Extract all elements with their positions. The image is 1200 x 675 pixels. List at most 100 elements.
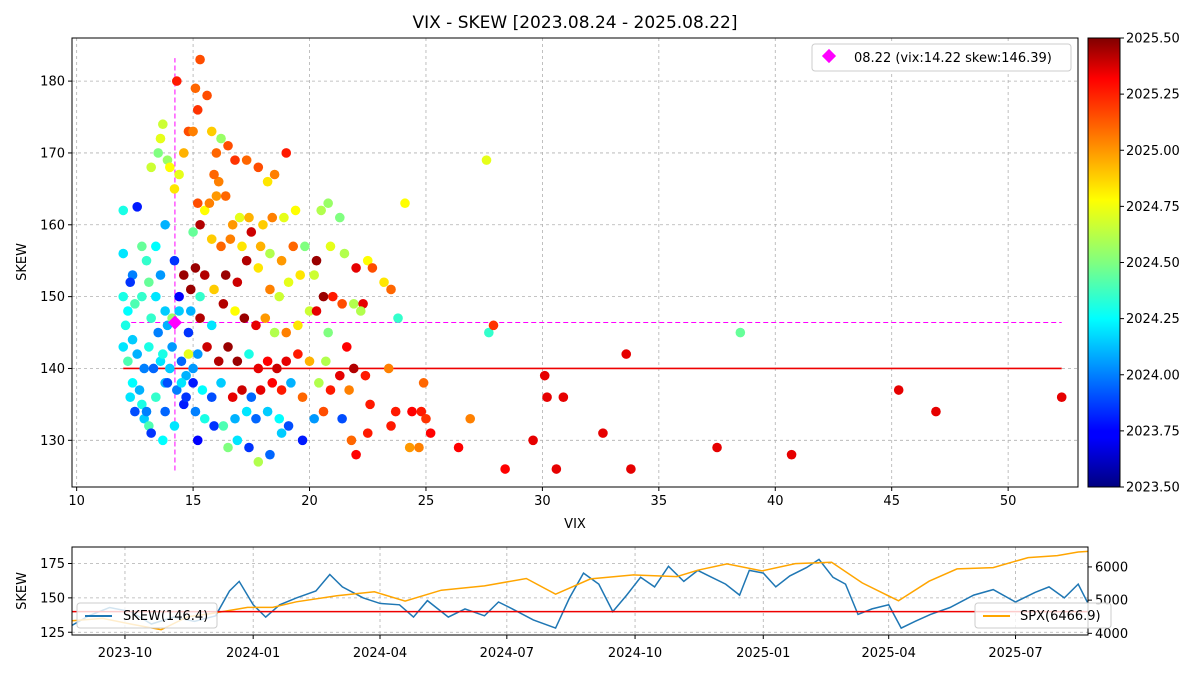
scatter-point bbox=[211, 148, 222, 158]
scatter-point bbox=[421, 413, 431, 424]
scatter-point bbox=[118, 342, 129, 352]
scatter-point bbox=[269, 169, 280, 180]
scatter-point bbox=[351, 263, 361, 273]
scatter-point bbox=[283, 277, 294, 288]
scatter-point bbox=[304, 356, 315, 367]
scatter-point bbox=[337, 413, 347, 424]
legend-label-spx: SPX(6466.9) bbox=[1020, 609, 1101, 624]
scatter-point bbox=[232, 356, 243, 367]
scatter-point bbox=[155, 270, 166, 280]
x-tick-label: 40 bbox=[767, 494, 784, 509]
scatter-point bbox=[167, 342, 177, 352]
scatter-point bbox=[260, 313, 271, 323]
scatter-point bbox=[195, 219, 205, 230]
scatter-point bbox=[281, 148, 292, 158]
x-tick-label: 45 bbox=[883, 494, 900, 509]
x-tick-label: 20 bbox=[301, 494, 318, 509]
scatter-point bbox=[127, 334, 138, 345]
colorbar-tick-label: 2025.50 bbox=[1126, 32, 1180, 47]
scatter-point bbox=[598, 428, 608, 438]
scatter-point bbox=[383, 363, 394, 374]
scatter-point bbox=[786, 449, 797, 460]
bottom-x-tick-label: 2024-07 bbox=[480, 646, 534, 661]
scatter-point bbox=[893, 385, 904, 395]
scatter-point bbox=[220, 191, 231, 201]
scatter-point bbox=[355, 306, 366, 316]
scatter-point bbox=[390, 406, 401, 417]
scatter-point bbox=[321, 356, 331, 367]
scatter-point bbox=[241, 406, 252, 417]
scatter-point bbox=[141, 255, 152, 266]
current-point-marker bbox=[167, 315, 182, 330]
scatter-point bbox=[323, 327, 333, 338]
scatter-point bbox=[241, 155, 252, 165]
bottom-x-tick-label: 2024-04 bbox=[353, 646, 407, 661]
main-y-ticks: 130 140 150 160 170 180 bbox=[40, 75, 72, 449]
scatter-point bbox=[416, 406, 427, 417]
scatter-point bbox=[265, 284, 275, 295]
scatter-point bbox=[188, 126, 198, 137]
scatter-point bbox=[262, 406, 273, 417]
scatter-point bbox=[230, 306, 240, 316]
bottom-x-tick-label: 2025-04 bbox=[862, 646, 916, 661]
scatter-point bbox=[192, 198, 203, 209]
main-x-ticks: 10 15 20 25 30 35 40 45 50 bbox=[68, 487, 1016, 509]
scatter-point bbox=[295, 270, 306, 280]
scatter-point bbox=[209, 421, 219, 431]
scatter-point bbox=[181, 370, 191, 381]
scatter-point bbox=[118, 291, 129, 302]
scatter-point bbox=[169, 184, 180, 194]
scatter-point bbox=[735, 327, 746, 338]
colorbar-tick-label: 2023.50 bbox=[1126, 481, 1180, 496]
scatter-point bbox=[237, 241, 247, 252]
scatter-point bbox=[158, 119, 168, 130]
scatter-point bbox=[267, 378, 278, 388]
scatter-point bbox=[160, 406, 170, 417]
scatter-point bbox=[267, 212, 278, 223]
scatter-point bbox=[255, 241, 266, 252]
scatter-point bbox=[348, 363, 359, 374]
scatter-point bbox=[118, 248, 129, 259]
legend-box-skew bbox=[76, 602, 218, 629]
scatter-point bbox=[465, 413, 476, 424]
scatter-point bbox=[351, 449, 361, 460]
scatter-point bbox=[188, 378, 198, 388]
scatter-point bbox=[218, 299, 229, 309]
scatter-point bbox=[220, 270, 231, 280]
scatter-point bbox=[1056, 392, 1067, 403]
x-tick-label: 50 bbox=[1000, 494, 1017, 509]
legend-label: 08.22 (vix:14.22 skew:146.39) bbox=[854, 51, 1052, 66]
bottom-y-ticks: 125 150 175 bbox=[40, 557, 72, 641]
bottom-x-tick-label: 2024-10 bbox=[608, 646, 662, 661]
scatter-point bbox=[185, 284, 196, 295]
colorbar-tick-label: 2025.00 bbox=[1126, 144, 1180, 159]
y-tick-label: 140 bbox=[40, 362, 65, 377]
scatter-point bbox=[141, 406, 152, 417]
scatter-point bbox=[281, 327, 292, 338]
colorbar-tick-label: 2025.25 bbox=[1126, 88, 1180, 103]
scatter-point bbox=[137, 241, 147, 252]
scatter-point bbox=[125, 277, 136, 288]
scatter-point bbox=[286, 378, 296, 388]
scatter-point bbox=[148, 363, 159, 374]
scatter-point bbox=[244, 212, 254, 223]
scatter-point bbox=[314, 378, 324, 388]
scatter-point bbox=[188, 363, 198, 374]
scatter-point bbox=[360, 370, 371, 381]
scatter-point bbox=[244, 349, 254, 359]
scatter-point bbox=[155, 133, 166, 144]
scatter-point bbox=[216, 133, 226, 144]
scatter-point bbox=[195, 291, 205, 302]
scatter-point bbox=[174, 169, 184, 180]
scatter-point bbox=[297, 392, 308, 403]
scatter-point bbox=[160, 219, 170, 230]
scatter-point bbox=[246, 227, 257, 237]
scatter-point bbox=[414, 442, 424, 453]
scatter-point bbox=[206, 126, 217, 137]
scatter-point bbox=[216, 241, 226, 252]
scatter-point bbox=[125, 392, 136, 403]
scatter-point bbox=[304, 306, 315, 316]
scatter-point bbox=[190, 263, 201, 273]
scatter-point bbox=[239, 313, 250, 323]
